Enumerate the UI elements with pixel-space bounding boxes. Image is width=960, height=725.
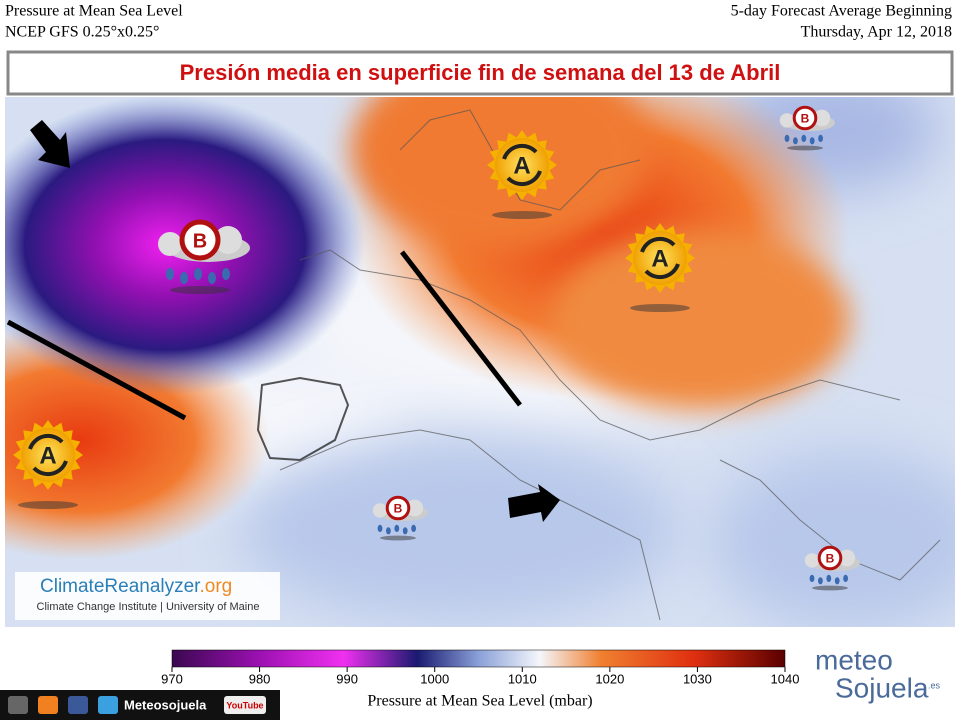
header-bg [0,0,960,48]
logo-credit: Climate Change Institute | University of… [37,601,260,613]
map [5,97,955,627]
banner-box [6,50,954,96]
cycle-arrows [502,143,542,187]
cloud [406,499,424,517]
rain-drop [208,272,216,284]
annotation-lines [6,250,522,421]
low-symbol: B [158,219,250,294]
center-label: B [801,111,810,125]
low-symbol: B [804,545,860,591]
rain-drop [793,137,798,145]
icon [8,696,28,714]
rain-drop [826,574,832,582]
colorbar-tick-label: 1000 [420,671,449,686]
shadow [787,145,823,151]
cycle-arrows [640,236,680,280]
header-left: NCEP GFS 0.25°x0.25° [5,24,159,41]
icon [98,696,118,714]
header-right: Thursday, Apr 12, 2018 [801,24,952,41]
brand: Sojuela [835,672,929,703]
high-symbol: A [13,420,83,509]
low-badge [179,219,221,261]
rain-drop [809,137,815,145]
brand: meteo [815,644,893,675]
coastlines [256,109,941,621]
icon [38,696,58,714]
high-symbol: A [625,223,695,312]
cloud [158,232,182,256]
low-badge [385,495,411,521]
low-badge [817,545,843,571]
colorbar-tick-label: 1020 [595,671,624,686]
center-label: B [193,230,207,252]
center-label: B [826,551,835,565]
shadow [812,585,848,591]
rain-drop [818,577,823,585]
shadow [630,304,690,312]
colorbar [171,649,786,668]
low-symbol: B [779,105,835,151]
low-badge [792,105,818,131]
rain-drop [166,268,174,280]
cloud [838,549,856,567]
rain-drop [194,268,202,280]
logo-tld: .org [199,576,232,597]
cloud [804,553,820,568]
high-zone [550,230,850,410]
rain-drop [818,134,823,142]
center-label: A [513,152,530,179]
rain-drop [394,524,400,532]
header-right: 5-day Forecast Average Beginning [731,3,952,20]
icon [68,696,88,714]
center-label: A [651,245,668,272]
cloud [813,109,831,127]
cloud [214,226,242,254]
logo-box [15,572,280,620]
arrows [30,120,560,522]
shadow [492,211,552,219]
cloud [779,113,795,128]
low-zone [710,450,955,627]
logo: ClimateReanalyzer.org [40,576,232,597]
center-label: A [39,442,56,469]
colorbar-label: Pressure at Mean Sea Level (mbar) [367,693,592,710]
shadow [170,286,230,294]
shadow [380,535,416,541]
logo-name: ClimateReanalyzer [40,576,201,597]
shadow [18,501,78,509]
colorbar-tick-label: 990 [336,671,358,686]
high-symbol: A [487,130,557,219]
rain-drop [411,524,416,532]
brand-tld: .es [928,680,941,690]
footer-handle[interactable]: Meteosojuela [124,697,207,712]
rain-drop [834,577,840,585]
low-symbol: B [372,495,428,541]
center-label: B [394,501,403,515]
colorbar-tick-label: 1030 [683,671,712,686]
rain-drop [222,268,230,280]
rain-drop [402,527,408,535]
rain-drop [801,134,807,142]
rain-drop [809,574,815,582]
youtube-badge[interactable] [224,696,266,714]
rain-drop [180,272,188,284]
cloud [372,503,388,518]
cycle-arrows [28,433,68,477]
rain-drop [386,527,391,535]
rain-drop [784,134,790,142]
colorbar-ticks: 970 980 990 1000 1010 1020 1030 1040 [161,667,799,686]
colorbar-tick-label: 980 [249,671,271,686]
rain-drop [843,574,848,582]
youtube-label: YouTube [226,700,263,710]
banner-title: Presión media en superficie fin de seman… [180,60,781,85]
colorbar-tick-label: 970 [161,671,183,686]
colorbar-tick-label: 1040 [771,671,800,686]
low-zone [240,440,680,620]
colorbar-tick-label: 1010 [508,671,537,686]
header-left: Pressure at Mean Sea Level [5,3,183,20]
rain-drop [377,524,383,532]
